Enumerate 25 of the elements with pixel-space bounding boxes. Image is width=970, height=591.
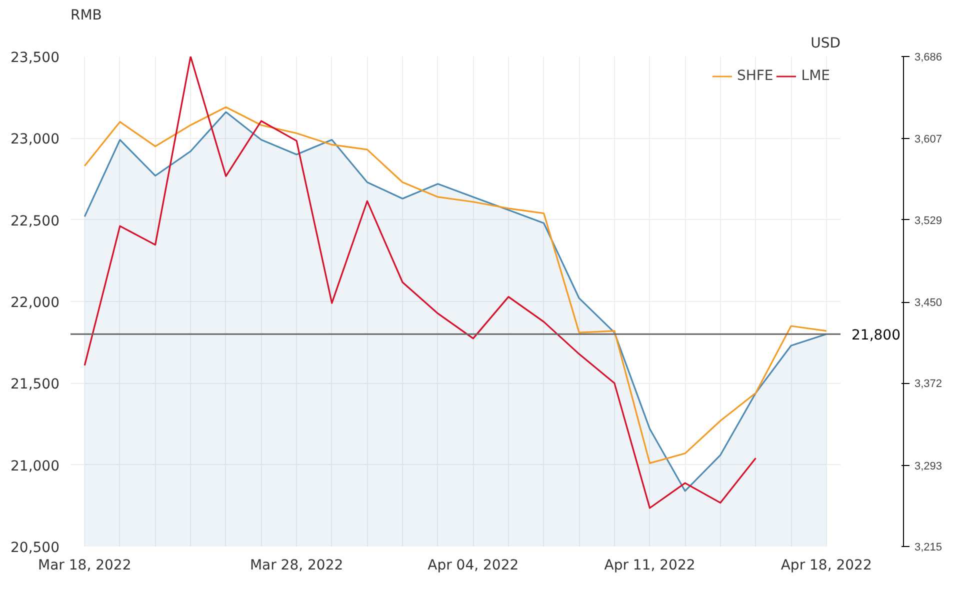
x-tick-label: Mar 28, 2022 bbox=[250, 558, 344, 574]
x-tick-label: Mar 18, 2022 bbox=[38, 558, 132, 574]
y-tick-label: 23,500 bbox=[10, 50, 60, 66]
y-axis-title: RMB bbox=[70, 8, 102, 24]
x-tick-label: Apr 04, 2022 bbox=[428, 558, 519, 574]
y2-axis-title: USD bbox=[810, 36, 841, 52]
legend-label: LME bbox=[801, 68, 830, 84]
y2-tick-label: 3,372 bbox=[914, 378, 942, 390]
y-tick-label: 22,500 bbox=[10, 213, 60, 230]
y2-tick-label: 3,293 bbox=[914, 460, 942, 472]
y-tick-label: 23,000 bbox=[10, 132, 60, 148]
y-tick-label: 21,000 bbox=[10, 458, 60, 474]
y-tick-label: 21,500 bbox=[10, 376, 60, 393]
x-tick-label: Apr 11, 2022 bbox=[604, 558, 696, 574]
line-series bbox=[84, 106, 828, 464]
y2-tick-label: 3,450 bbox=[914, 297, 942, 310]
y-tick-label: 20,500 bbox=[10, 540, 60, 556]
ref-line-label: 21,800 bbox=[852, 328, 900, 344]
legend-label: SHFE bbox=[736, 68, 774, 84]
y2-tick-label: 3,607 bbox=[914, 134, 942, 146]
y-tick-label: 22,000 bbox=[10, 295, 60, 311]
y2-tick-label: 3,215 bbox=[914, 542, 942, 554]
y2-tick-label: 3,686 bbox=[914, 52, 942, 64]
x-tick-label: Apr 18, 2022 bbox=[780, 558, 872, 574]
y2-tick-label: 3,529 bbox=[914, 214, 942, 227]
